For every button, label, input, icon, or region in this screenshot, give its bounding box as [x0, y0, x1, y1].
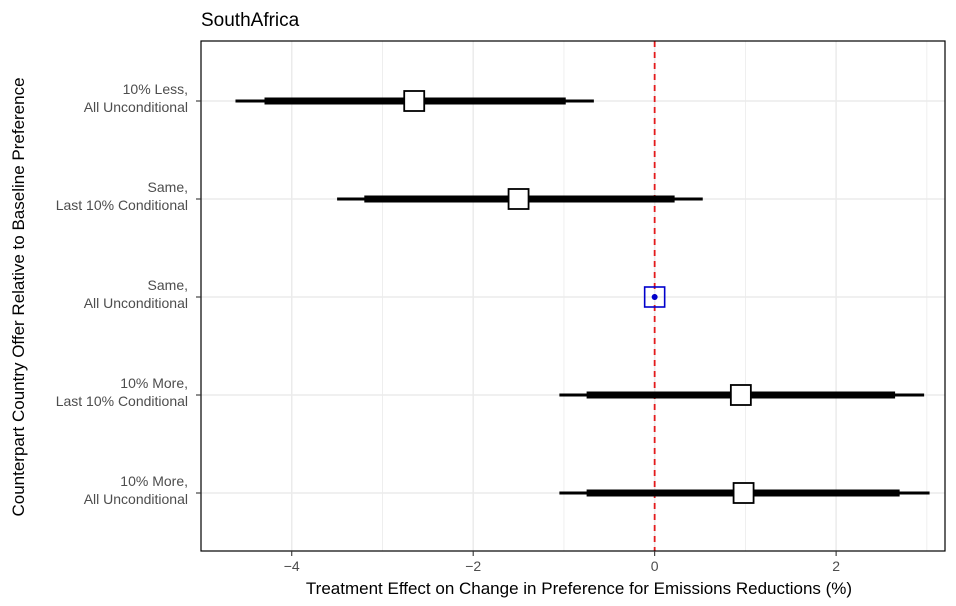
x-axis: −4 −2 0 2	[284, 551, 840, 574]
baseline-point	[651, 294, 658, 300]
y-axis: 10% Less, All Unconditional Same, Last 10% …	[56, 81, 201, 507]
baseline-marker	[643, 286, 666, 308]
chart-title: SouthAfrica	[201, 10, 300, 31]
y-axis-title: Counterpart Country Offer Relative to Ba…	[9, 77, 28, 516]
y-tick-label-line1: 10% More,	[120, 375, 188, 391]
grid-lines	[201, 41, 945, 551]
x-tick-label: −4	[284, 558, 300, 574]
x-tick-label: 0	[651, 558, 659, 574]
point-estimate-marker	[403, 90, 426, 112]
x-tick-label: −2	[465, 558, 481, 574]
y-tick-label-line2: All Unconditional	[84, 295, 188, 311]
y-tick-label-line2: All Unconditional	[84, 491, 188, 507]
y-tick-label-line1: 10% Less,	[123, 81, 188, 97]
x-axis-title: Treatment Effect on Change in Preference…	[306, 579, 852, 598]
x-tick-label: 2	[832, 558, 840, 574]
y-tick-label-line2: Last 10% Conditional	[56, 393, 188, 409]
point-estimate-marker	[507, 188, 530, 210]
plot-panel-border	[200, 40, 946, 552]
y-tick-label-line1: Same,	[148, 277, 188, 293]
point-estimate-marker	[729, 384, 752, 406]
y-tick-label-line2: Last 10% Conditional	[56, 197, 188, 213]
point-estimate-marker	[732, 482, 755, 504]
y-tick-label-line1: 10% More,	[120, 473, 188, 489]
y-tick-label-line1: Same,	[148, 179, 188, 195]
estimate-marks	[235, 90, 930, 504]
y-tick-label-line2: All Unconditional	[84, 99, 188, 115]
